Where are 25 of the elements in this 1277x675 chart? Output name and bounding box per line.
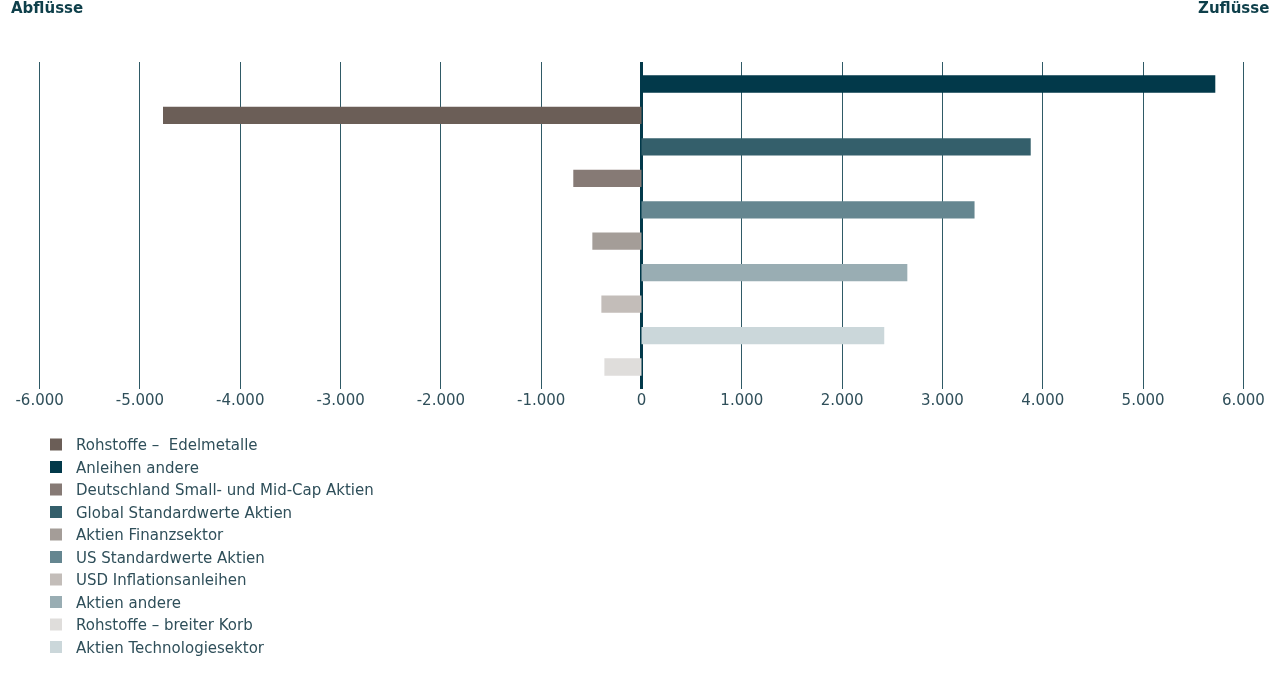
legend-label: Rohstoffe – breiter Korb	[76, 616, 253, 635]
x-tick-label: -4.000	[216, 391, 265, 409]
legend-label: Anleihen andere	[76, 458, 199, 477]
x-tick-label: -5.000	[115, 391, 165, 409]
legend-label: Aktien Technologiesektor	[76, 638, 265, 657]
x-tick-label: -3.000	[316, 391, 365, 409]
text: Zuflüsse	[1198, 0, 1270, 17]
text: Abflüsse	[11, 0, 84, 17]
legend-label: Deutschland Small- und Mid-Cap Aktien	[76, 481, 374, 500]
x-tick-label: 4.000	[1021, 391, 1065, 409]
legend-label: Global Standardwerte Aktien	[76, 503, 293, 522]
legend-label: US Standardwerte Aktien	[76, 548, 265, 567]
x-tick-label: 1.000	[720, 391, 764, 409]
x-tick-label: 6.000	[1221, 391, 1265, 409]
x-tick-label: 5.000	[1121, 391, 1165, 409]
legend-label: Rohstoffe – Edelmetalle	[76, 436, 258, 455]
x-tick-label: 0	[636, 391, 647, 409]
x-tick-label: -6.000	[15, 391, 64, 409]
x-tick-label: 3.000	[920, 391, 964, 409]
x-tick-label: -2.000	[416, 391, 466, 409]
legend-label: Aktien andere	[76, 593, 182, 612]
legend-label: Aktien Finanzsektor	[76, 526, 225, 545]
legend-label: USD Inflationsanleihen	[76, 571, 247, 590]
x-tick-label: 2.000	[820, 391, 864, 409]
x-tick-label: -1.000	[517, 391, 566, 409]
